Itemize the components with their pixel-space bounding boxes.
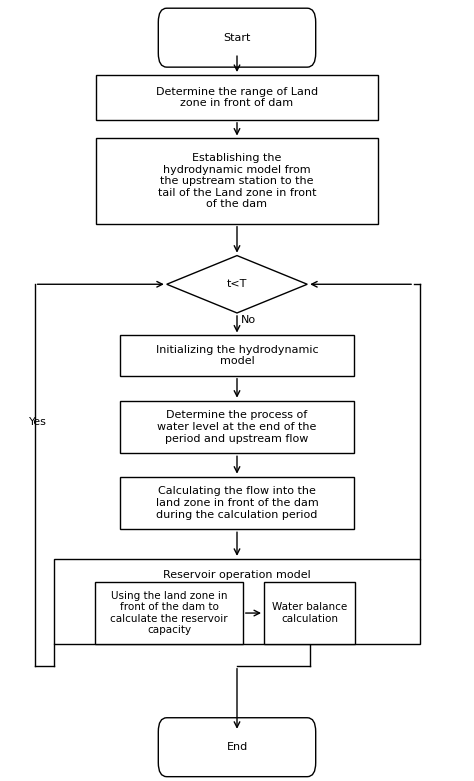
Text: Determine the process of
water level at the end of the
period and upstream flow: Determine the process of water level at … bbox=[157, 410, 317, 444]
Polygon shape bbox=[167, 255, 307, 313]
Bar bbox=[120, 401, 354, 453]
Bar bbox=[97, 75, 377, 119]
Bar bbox=[95, 582, 243, 644]
Bar bbox=[264, 582, 356, 644]
Text: Start: Start bbox=[223, 33, 251, 43]
Text: t<T: t<T bbox=[227, 280, 247, 289]
Text: Water balance
calculation: Water balance calculation bbox=[272, 602, 347, 624]
Bar bbox=[120, 336, 354, 376]
Text: Determine the range of Land
zone in front of dam: Determine the range of Land zone in fron… bbox=[156, 87, 318, 109]
Text: Using the land zone in
front of the dam to
calculate the reservoir
capacity: Using the land zone in front of the dam … bbox=[110, 590, 228, 636]
Bar bbox=[55, 558, 419, 644]
Text: Yes: Yes bbox=[28, 416, 46, 426]
Text: Initializing the hydrodynamic
model: Initializing the hydrodynamic model bbox=[155, 344, 319, 366]
Bar bbox=[120, 476, 354, 530]
FancyBboxPatch shape bbox=[158, 718, 316, 776]
Text: End: End bbox=[227, 742, 247, 752]
Text: Calculating the flow into the
land zone in front of the dam
during the calculati: Calculating the flow into the land zone … bbox=[155, 487, 319, 519]
Bar bbox=[97, 138, 377, 224]
Text: No: No bbox=[241, 315, 256, 325]
Text: Reservoir operation model: Reservoir operation model bbox=[163, 569, 311, 580]
FancyBboxPatch shape bbox=[158, 9, 316, 67]
Text: Establishing the
hydrodynamic model from
the upstream station to the
tail of the: Establishing the hydrodynamic model from… bbox=[158, 153, 316, 209]
